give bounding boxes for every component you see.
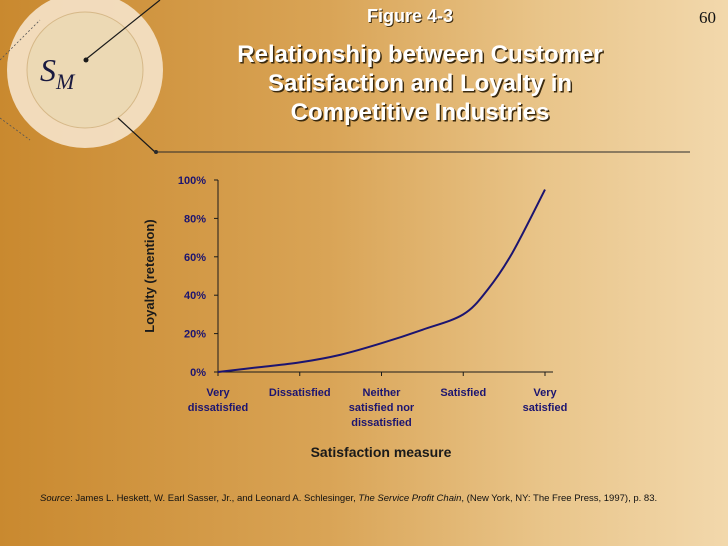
logo-letter-s: S — [40, 52, 56, 88]
x-tick-label-line: satisfied — [523, 402, 568, 414]
source-book: The Service Profit Chain — [358, 493, 462, 504]
x-tick-label-line: Satisfied — [440, 387, 486, 399]
title-line-3: Competitive Industries — [290, 99, 550, 126]
source-authors: : James L. Heskett, W. Earl Sasser, Jr.,… — [70, 493, 359, 504]
title-line-1: Relationship between Customer — [237, 41, 603, 68]
logo-letter-m: M — [56, 69, 75, 94]
x-tick-label-line: Dissatisfied — [269, 387, 331, 399]
logo-line-down — [117, 117, 156, 153]
x-axis-label: Satisfaction measure — [311, 444, 452, 460]
figure-label: Figure 4-3 — [366, 6, 454, 26]
x-tick-label: Neither satisfied nor dissatisfied — [349, 387, 415, 429]
x-tick-label-line: Very — [206, 387, 230, 399]
title-line-2: Satisfaction and Loyalty in — [267, 70, 573, 97]
series-line-loyalty — [217, 189, 546, 373]
x-tick-label-line: Neither — [363, 387, 402, 399]
x-tick-label: Very satisfied — [523, 387, 568, 414]
x-tick-label-line: dissatisfied — [188, 402, 249, 414]
x-tick-label: Dissatisfied — [269, 387, 331, 399]
page-number: 60 — [699, 8, 716, 27]
x-tick-label-line: dissatisfied — [351, 417, 412, 429]
y-tick-label: 60% — [184, 252, 206, 264]
y-tick-label: 80% — [184, 213, 206, 225]
y-tick-label: 40% — [184, 290, 206, 302]
y-tick-label: 100% — [178, 175, 206, 187]
logo-dot — [83, 57, 89, 63]
logo-letters: SM — [40, 52, 74, 94]
source-details: , (New York, NY: The Free Press, 1997), … — [461, 493, 658, 504]
y-tick-label: 0% — [190, 367, 206, 379]
y-tick-label: 20% — [184, 329, 206, 341]
slide-title: Relationship between Customer Satisfacti… — [165, 40, 675, 127]
x-tick-label: Satisfied — [440, 387, 486, 399]
logo-dashed-line-1 — [0, 19, 41, 61]
x-tick-label-line: Very — [533, 387, 557, 399]
source-citation: Source: James L. Heskett, W. Earl Sasser… — [40, 493, 720, 504]
y-axis-label: Loyalty (retention) — [142, 219, 157, 332]
logo-line-up — [84, 0, 161, 61]
logo-inner-circle — [26, 11, 144, 129]
x-tick-label-line: satisfied nor — [349, 402, 415, 414]
source-prefix: Source — [40, 493, 71, 504]
x-tick-label: Very dissatisfied — [188, 387, 249, 414]
title-underline-dot — [154, 150, 158, 154]
